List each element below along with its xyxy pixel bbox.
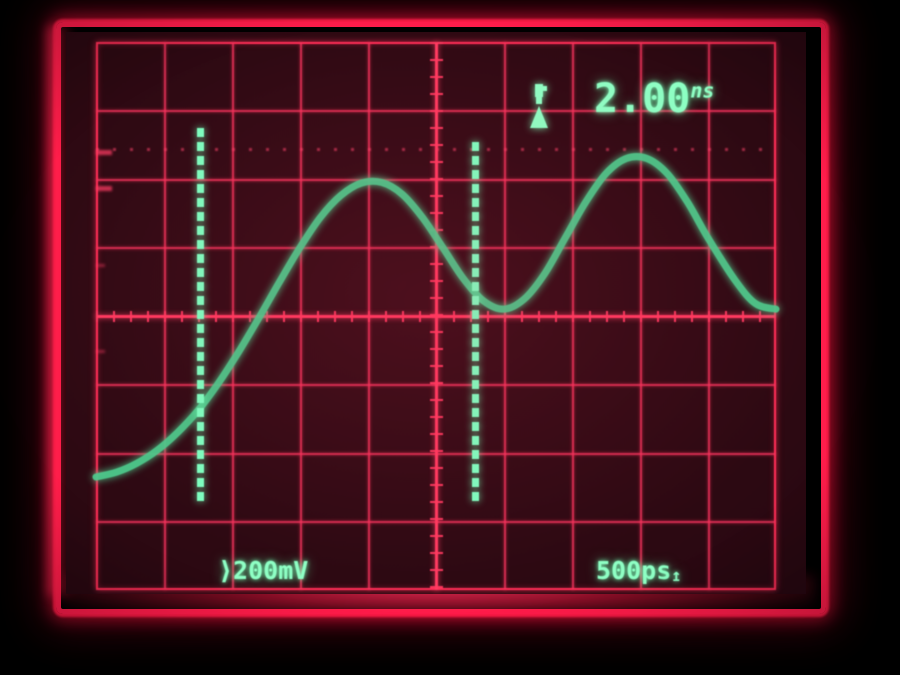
trigger-position-marker-icon <box>530 84 548 128</box>
timebase-value: 500ps <box>596 556 672 585</box>
delta-time-unit: ns <box>690 78 715 103</box>
delta-time-readout: 2.00ns <box>594 76 714 122</box>
crt-screen[interactable]: 2.00ns ⟩200mV 500ps↥ <box>66 32 806 594</box>
cursor-1[interactable] <box>197 128 204 503</box>
cursor-2[interactable] <box>472 142 479 504</box>
vertical-scale-readout[interactable]: ⟩200mV <box>218 556 309 585</box>
timebase-readout[interactable]: 500ps↥ <box>596 556 682 586</box>
timebase-icon: ↥ <box>671 566 682 586</box>
delta-time-value: 2.00 <box>594 76 691 122</box>
